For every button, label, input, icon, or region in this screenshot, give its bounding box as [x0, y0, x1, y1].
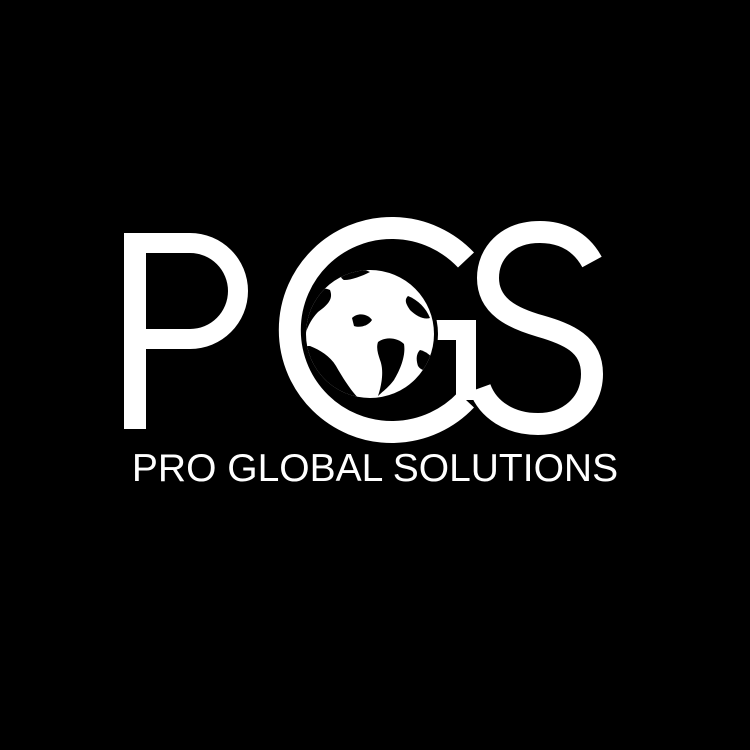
monogram-letter-p	[124, 233, 248, 429]
monogram-letter-s	[469, 220, 604, 436]
globe-americas-icon	[302, 266, 438, 402]
company-tagline: PRO GLOBAL SOLUTIONS	[131, 447, 619, 490]
